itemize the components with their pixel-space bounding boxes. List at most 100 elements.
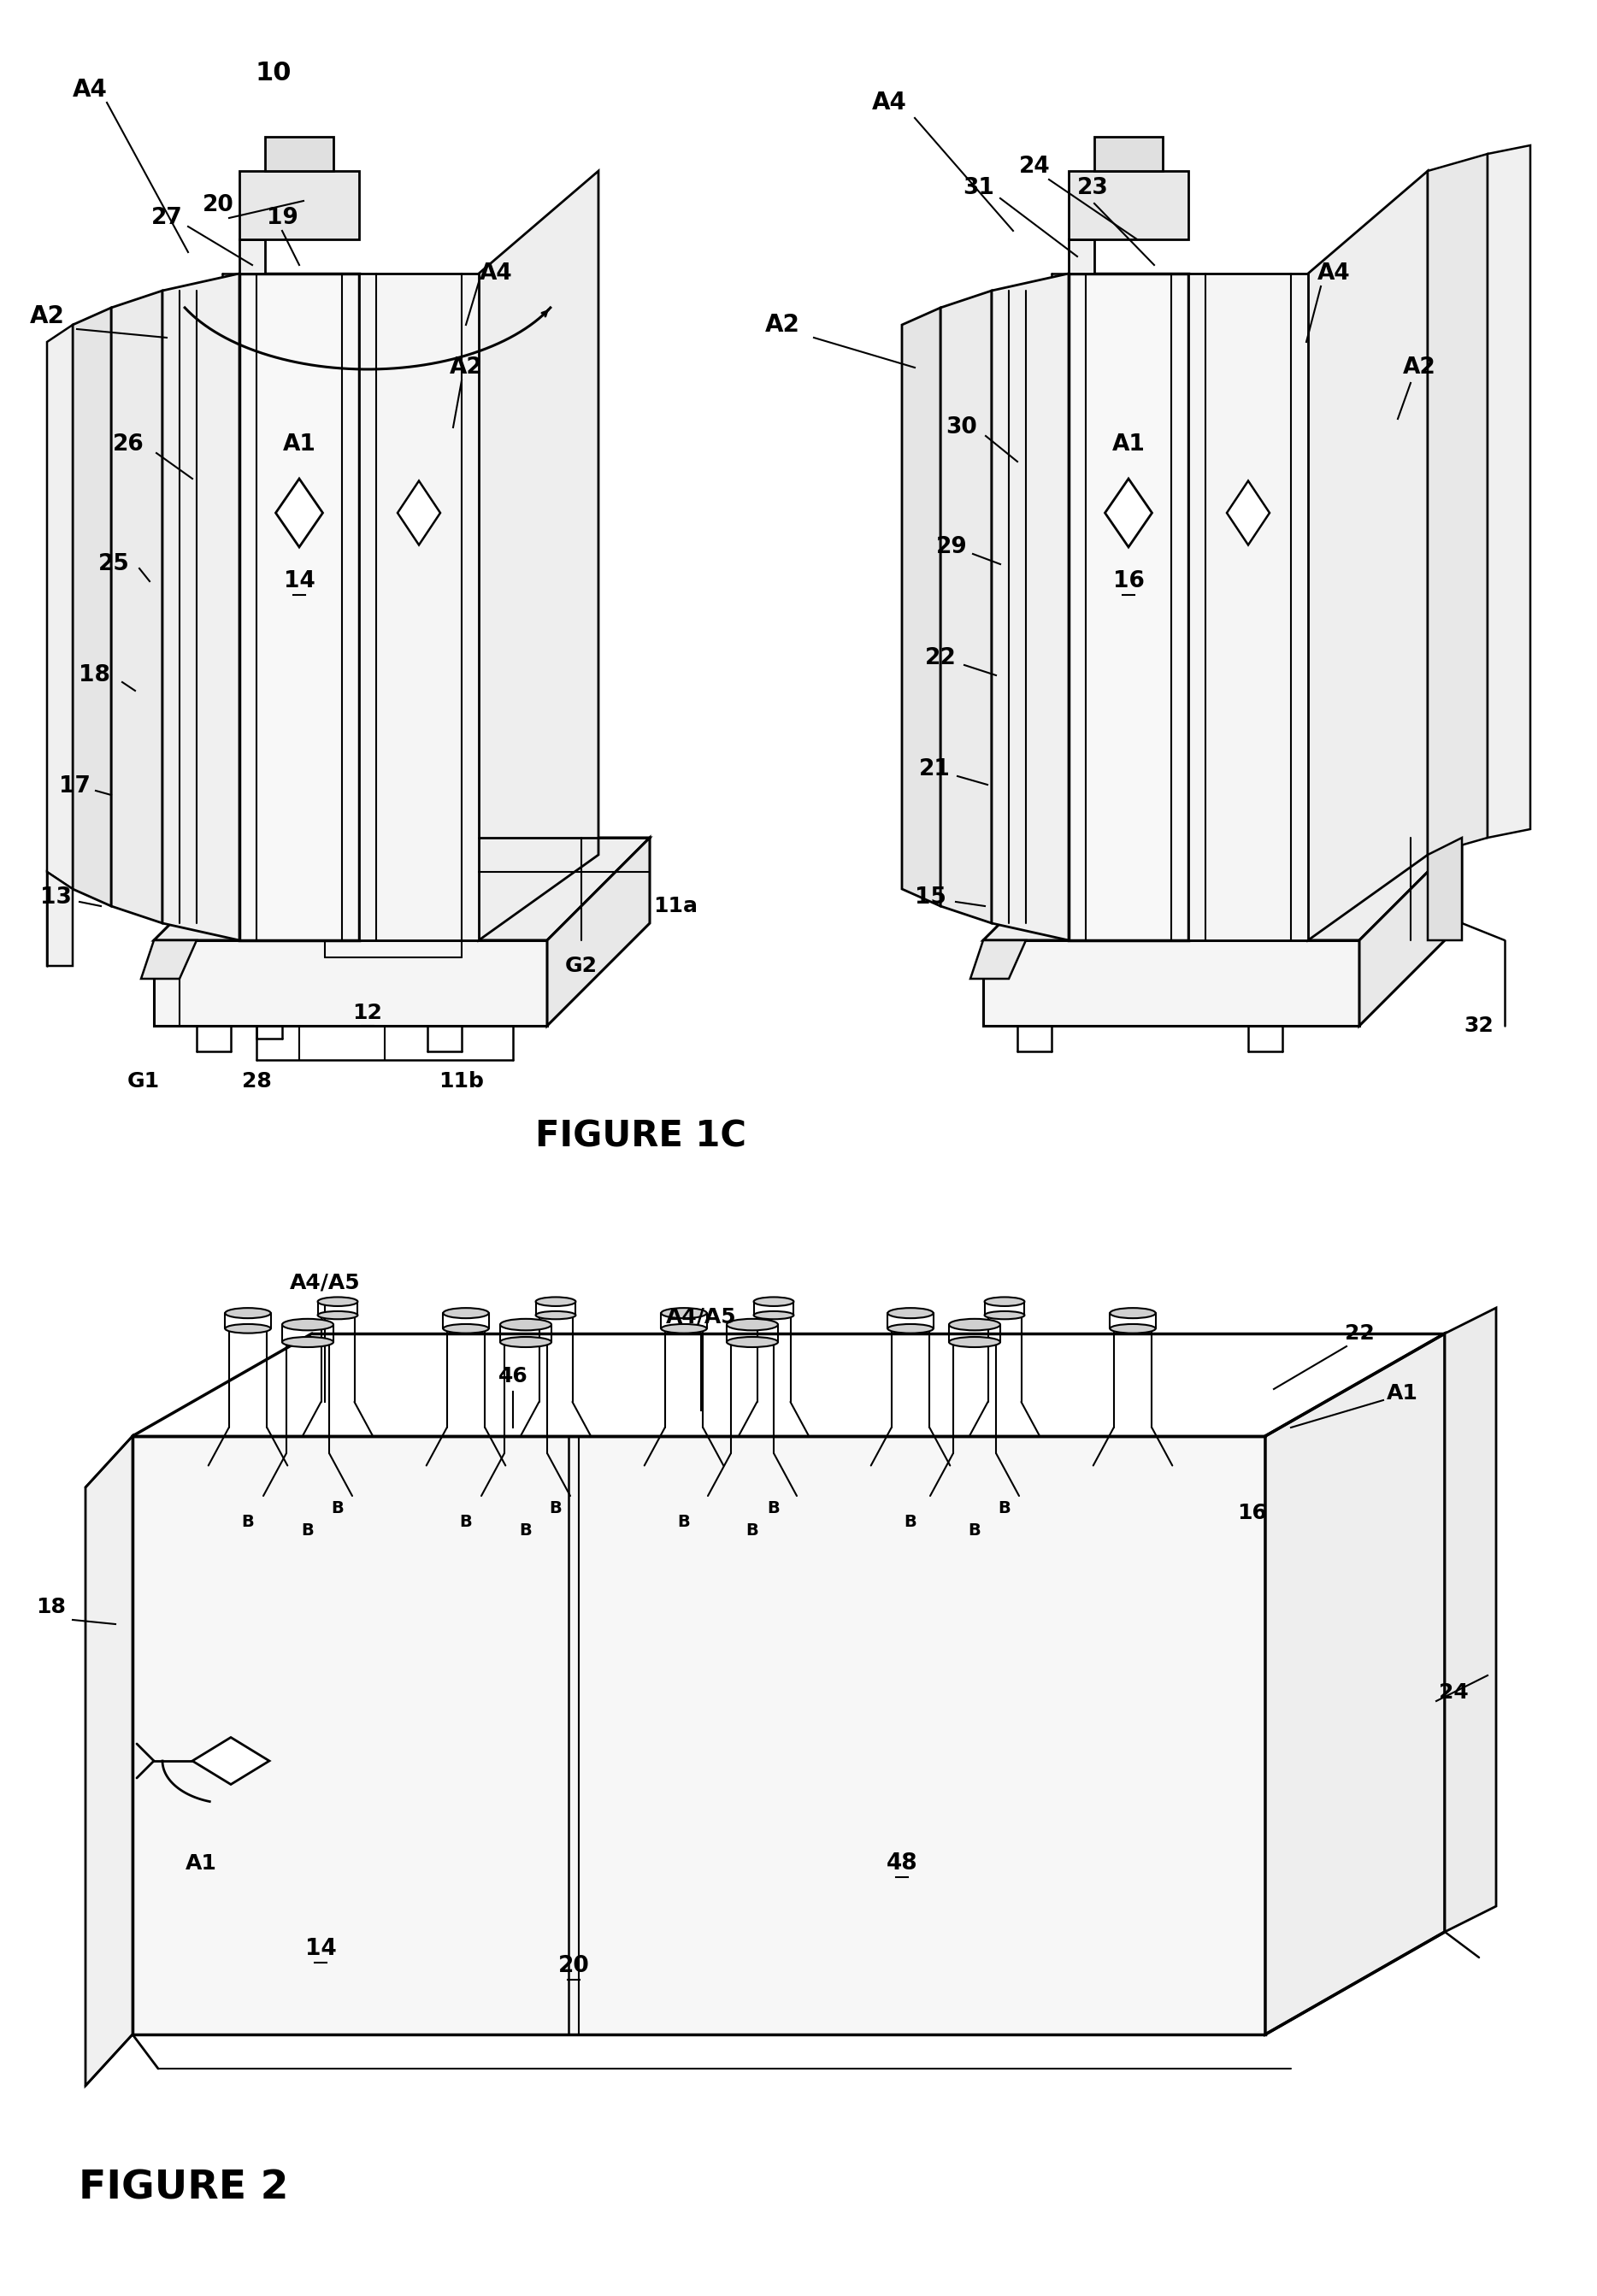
Ellipse shape — [442, 1325, 489, 1334]
Polygon shape — [479, 170, 599, 941]
Polygon shape — [112, 292, 163, 923]
Text: A1: A1 — [1112, 434, 1145, 455]
Ellipse shape — [661, 1325, 707, 1334]
Polygon shape — [1105, 478, 1151, 546]
Text: 12: 12 — [353, 1003, 383, 1024]
Polygon shape — [240, 170, 359, 239]
Text: A2: A2 — [30, 305, 64, 328]
Text: 14: 14 — [305, 1938, 337, 1961]
Text: B: B — [998, 1502, 1011, 1518]
Text: 21: 21 — [918, 758, 950, 781]
Polygon shape — [992, 273, 1068, 941]
Text: 10: 10 — [256, 60, 292, 85]
Polygon shape — [86, 1435, 133, 2085]
Polygon shape — [265, 138, 334, 170]
Polygon shape — [1265, 1334, 1445, 2034]
Text: 26: 26 — [112, 434, 144, 455]
Text: A4/A5: A4/A5 — [666, 1306, 736, 1327]
Ellipse shape — [283, 1336, 334, 1348]
Polygon shape — [1226, 480, 1270, 544]
Text: B: B — [332, 1502, 343, 1518]
Text: 20: 20 — [203, 195, 233, 216]
Ellipse shape — [442, 1309, 489, 1318]
Text: 19: 19 — [267, 207, 299, 230]
Ellipse shape — [754, 1311, 794, 1320]
Polygon shape — [1487, 145, 1530, 838]
Polygon shape — [971, 941, 1025, 978]
Text: A4/A5: A4/A5 — [289, 1272, 361, 1293]
Polygon shape — [1308, 170, 1428, 941]
Text: A4: A4 — [72, 78, 107, 101]
Text: A4: A4 — [1318, 262, 1349, 285]
Text: 48: 48 — [886, 1853, 918, 1874]
Text: 28: 28 — [241, 1070, 271, 1091]
Polygon shape — [46, 872, 73, 967]
Polygon shape — [276, 478, 323, 546]
Text: FIGURE 2: FIGURE 2 — [78, 2170, 289, 2206]
Polygon shape — [153, 941, 548, 1026]
Ellipse shape — [984, 1311, 1025, 1320]
Text: A2: A2 — [1402, 356, 1436, 379]
Text: B: B — [746, 1522, 759, 1538]
Ellipse shape — [535, 1297, 575, 1306]
Text: A1: A1 — [283, 434, 316, 455]
Text: 17: 17 — [59, 776, 89, 797]
Text: 46: 46 — [498, 1366, 529, 1387]
Text: G2: G2 — [565, 955, 597, 976]
Ellipse shape — [500, 1336, 551, 1348]
Text: 15: 15 — [915, 886, 945, 909]
Ellipse shape — [318, 1311, 358, 1320]
Text: B: B — [677, 1513, 690, 1529]
Polygon shape — [1359, 838, 1461, 1026]
Text: 23: 23 — [1076, 177, 1108, 200]
Text: A4: A4 — [479, 262, 513, 285]
Text: A4: A4 — [872, 90, 907, 115]
Polygon shape — [1428, 154, 1487, 854]
Polygon shape — [133, 1435, 1265, 2034]
Polygon shape — [1068, 239, 1094, 273]
Text: A2: A2 — [765, 312, 800, 338]
Ellipse shape — [535, 1311, 575, 1320]
Polygon shape — [240, 273, 359, 941]
Polygon shape — [1445, 1309, 1496, 1931]
Polygon shape — [359, 273, 479, 941]
Ellipse shape — [754, 1297, 794, 1306]
Ellipse shape — [727, 1318, 778, 1329]
Text: 13: 13 — [40, 886, 72, 909]
Text: 11a: 11a — [653, 895, 698, 916]
Text: B: B — [241, 1513, 254, 1529]
Text: 20: 20 — [557, 1954, 589, 1977]
Text: A2: A2 — [449, 356, 482, 379]
Ellipse shape — [984, 1297, 1025, 1306]
Text: 24: 24 — [1019, 156, 1051, 177]
Polygon shape — [548, 838, 650, 1026]
Text: B: B — [904, 1513, 917, 1529]
Text: B: B — [549, 1502, 562, 1518]
Ellipse shape — [727, 1336, 778, 1348]
Polygon shape — [902, 308, 941, 907]
Polygon shape — [1188, 273, 1308, 941]
Ellipse shape — [888, 1325, 933, 1334]
Text: 24: 24 — [1439, 1683, 1468, 1704]
Ellipse shape — [283, 1318, 334, 1329]
Polygon shape — [1428, 838, 1461, 941]
Ellipse shape — [661, 1309, 707, 1318]
Text: 22: 22 — [925, 647, 957, 670]
Text: B: B — [519, 1522, 532, 1538]
Text: 29: 29 — [936, 535, 968, 558]
Text: A1: A1 — [185, 1853, 217, 1874]
Polygon shape — [141, 941, 196, 978]
Text: 25: 25 — [97, 553, 129, 576]
Text: 18: 18 — [37, 1596, 65, 1616]
Polygon shape — [1094, 138, 1163, 170]
Ellipse shape — [1110, 1309, 1156, 1318]
Polygon shape — [46, 324, 73, 889]
Polygon shape — [73, 308, 112, 907]
Text: 16: 16 — [1113, 569, 1145, 592]
Polygon shape — [984, 838, 1461, 941]
Ellipse shape — [888, 1309, 933, 1318]
Text: B: B — [968, 1522, 981, 1538]
Ellipse shape — [949, 1318, 1000, 1329]
Polygon shape — [398, 480, 441, 544]
Ellipse shape — [318, 1297, 358, 1306]
